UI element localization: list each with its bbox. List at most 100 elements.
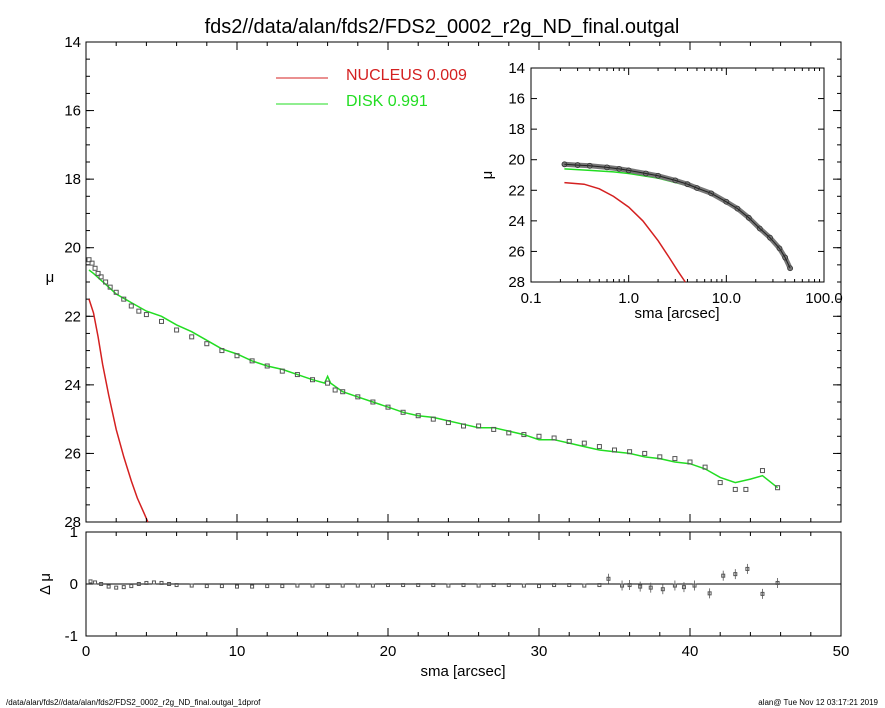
data-point	[113, 289, 119, 295]
residual-point	[99, 582, 104, 586]
inset-x-tick-label: 1.0	[618, 290, 639, 307]
residual-point	[431, 583, 436, 588]
data-point	[370, 399, 376, 405]
inset-data-point	[625, 167, 632, 174]
inset-data-point	[642, 170, 649, 177]
data-point	[627, 449, 633, 455]
inset-data-point	[782, 254, 789, 261]
data-point	[415, 413, 421, 419]
data-point	[325, 380, 331, 386]
data-point	[612, 447, 617, 453]
inset-background	[514, 68, 824, 282]
data-point	[279, 368, 285, 374]
data-point	[159, 318, 164, 324]
y-tick-label: 28	[64, 514, 81, 531]
inset-data-point	[586, 162, 593, 169]
data-point	[89, 260, 95, 266]
chart-title: fds2//data/alan/fds2/FDS2_0002_r2g_ND_fi…	[205, 16, 680, 38]
data-point	[717, 480, 723, 486]
residual-point	[106, 584, 111, 589]
inset-data-point	[574, 162, 581, 168]
y-tick-label: 20	[64, 240, 81, 257]
data-point	[189, 334, 195, 340]
residual-point	[250, 584, 255, 589]
res-y-tick-label: 1	[70, 524, 78, 541]
inset-plot-frame	[530, 67, 825, 283]
data-point	[551, 435, 557, 441]
footer-filename: /data/alan/fds2//data/alan/fds2/FDS2_000…	[6, 698, 261, 707]
data-point	[332, 387, 338, 393]
data-point	[294, 372, 300, 378]
residual-point	[597, 583, 602, 588]
data-point	[136, 308, 142, 314]
y-tick-label: 16	[64, 103, 81, 120]
data-point	[234, 353, 240, 359]
residual-point	[93, 580, 98, 585]
residual-point	[129, 584, 134, 589]
residual-point	[552, 583, 557, 588]
data-point	[596, 444, 602, 450]
residual-point	[159, 580, 164, 585]
data-point	[461, 423, 466, 429]
res-y-tick-label: 0	[70, 576, 78, 593]
residual-point	[295, 583, 300, 588]
data-point	[702, 464, 708, 470]
inset-nucleus-line	[564, 181, 686, 283]
residual-point	[136, 582, 141, 586]
residual-point	[144, 580, 149, 585]
data-point	[174, 327, 180, 333]
data-point	[340, 389, 346, 395]
y-tick-label: 14	[64, 34, 81, 51]
residual-point	[235, 584, 239, 589]
main-x-axis-label: sma [arcsec]	[420, 663, 505, 680]
data-point	[743, 486, 749, 492]
inset-data-point	[672, 177, 679, 184]
data-point	[98, 274, 104, 280]
data-point	[536, 433, 542, 439]
residual-point	[88, 579, 93, 584]
data-point	[400, 409, 406, 415]
residual-point	[370, 583, 375, 588]
residual-point	[401, 583, 406, 588]
nucleus-model-line	[88, 298, 149, 523]
data-point	[642, 450, 648, 456]
inset-y-tick-label: 20	[508, 152, 525, 169]
data-point	[687, 459, 693, 465]
data-point	[107, 284, 113, 290]
residual-y-axis-label: Δ μ	[37, 573, 54, 595]
y-tick-label: 18	[64, 171, 81, 188]
residual-point	[114, 585, 119, 590]
residual-point	[567, 583, 572, 588]
data-point	[249, 358, 255, 364]
residual-point	[476, 583, 481, 588]
data-point	[566, 438, 572, 444]
inset-x-tick-label: 100.0	[805, 290, 843, 307]
data-point	[491, 426, 497, 432]
residual-point	[537, 584, 541, 589]
residual-point	[174, 583, 179, 588]
x-tick-label: 0	[82, 643, 90, 660]
inset-data-point	[604, 164, 610, 171]
data-point	[430, 416, 436, 422]
data-point	[506, 430, 512, 436]
inset-data-point	[756, 225, 763, 232]
data-point	[264, 363, 270, 369]
residual-point	[310, 583, 315, 588]
inset-y-tick-label: 18	[508, 121, 525, 138]
residual-point	[355, 583, 360, 588]
residual-point	[461, 583, 466, 588]
data-point	[521, 432, 527, 438]
main-plot-panel: 14 16 18 20 22 24 26 28 μ NUCLEUS 0.009 DISK 0.…	[46, 34, 842, 531]
data-point	[759, 468, 765, 474]
y-tick-label: 24	[64, 377, 81, 394]
data-point	[204, 341, 210, 347]
inset-y-tick-label: 24	[508, 213, 525, 230]
inset-data-point	[734, 205, 741, 212]
inset-data-point	[776, 245, 783, 252]
res-y-tick-label: -1	[65, 628, 78, 645]
data-point	[143, 312, 149, 318]
data-point	[121, 296, 127, 302]
inset-y-tick-label: 28	[508, 274, 525, 291]
x-tick-label: 50	[833, 643, 850, 660]
